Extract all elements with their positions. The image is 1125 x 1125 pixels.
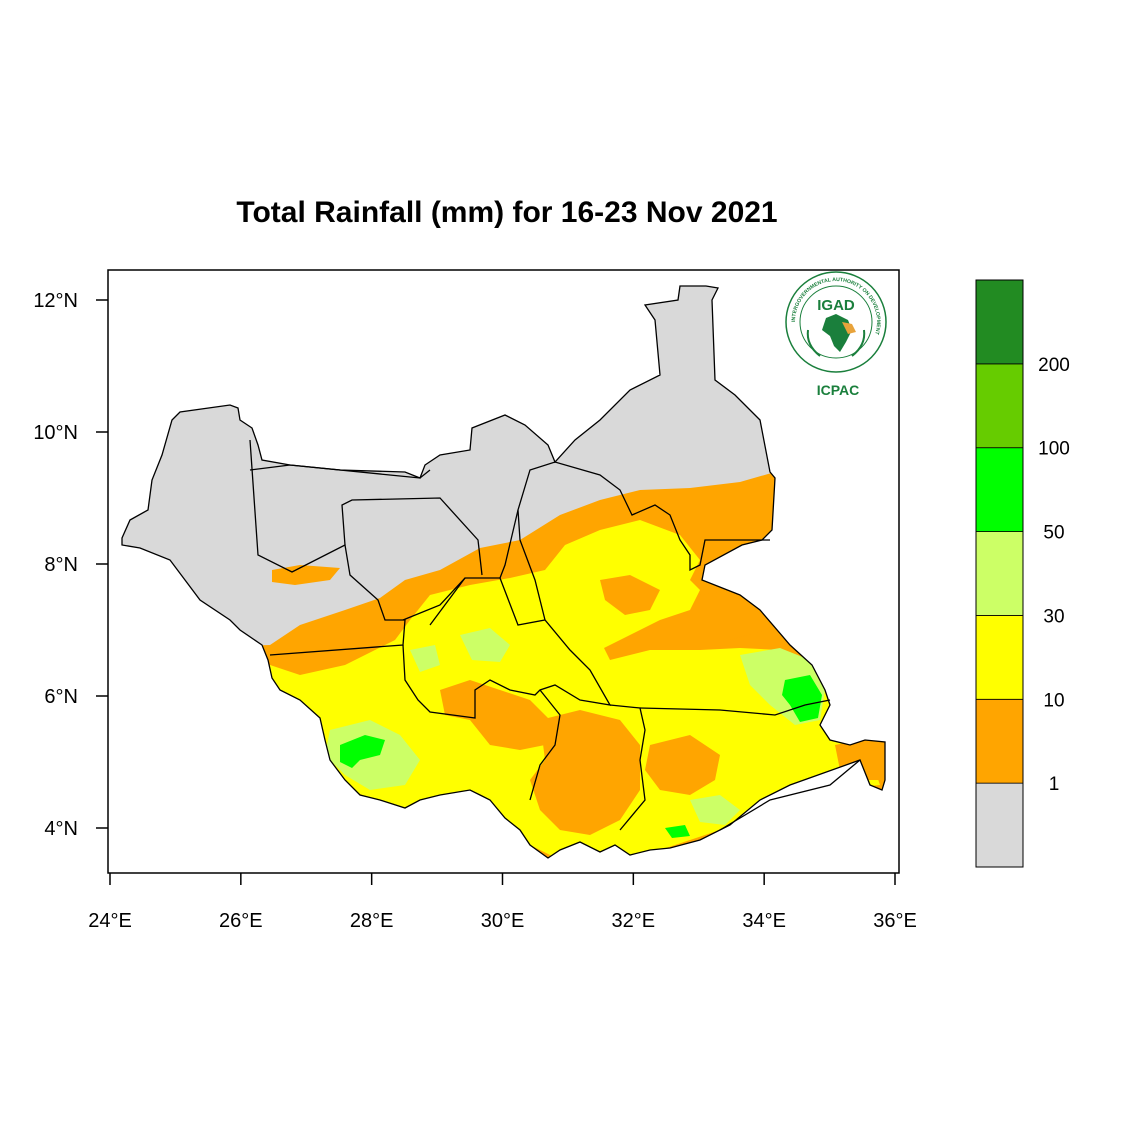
state-border [517,461,770,621]
legend-swatch [975,363,1024,449]
lat-tick-label: 12°N [33,290,78,312]
horn-of-africa-icon [842,322,856,334]
legend-label: 1 [1049,774,1060,795]
state-border [609,704,646,831]
lon-tick-label: 36°E [873,910,917,932]
lon-tick-label: 26°E [219,910,263,932]
state-border [499,509,519,579]
rain-zone-50-100 [340,735,385,768]
lon-tick-label: 24°E [88,910,132,932]
rain-zone-50-100 [782,675,822,722]
rain-zone-30-50 [690,795,740,825]
legend-swatch [975,698,1024,784]
rain-zone-30-50 [410,645,440,672]
legend-label: 50 [1043,523,1064,544]
legend-label: 100 [1038,439,1070,460]
latitude-axis: 4°N 6°N 8°N 10°N 12°N [33,290,108,840]
lon-tick-label: 32°E [612,910,656,932]
laurel-right-icon [851,329,866,357]
logo-bottom-text: ICPAC [817,382,860,398]
map-title: Total Rainfall (mm) for 16-23 Nov 2021 [236,196,777,229]
rain-zone-30-50 [460,628,510,662]
legend-label: 10 [1043,690,1064,711]
state-border [719,759,861,831]
lat-tick-label: 4°N [44,818,78,840]
state-border [341,497,483,576]
rain-zone-1-10 [440,680,550,750]
longitude-axis: 24°E 26°E 28°E 30°E 32°E 34°E 36°E [88,873,917,932]
legend-swatch [975,279,1024,365]
rain-zone-1-10 [530,710,640,835]
legend-swatch [975,615,1024,700]
country-border [121,285,886,859]
lon-tick-label: 30°E [481,910,525,932]
legend-frame [975,279,1024,868]
state-border [249,464,431,479]
lon-tick-label: 28°E [350,910,394,932]
state-borders [249,439,861,831]
lat-tick-label: 10°N [33,422,78,444]
legend-swatch [975,447,1024,532]
logo-inner-ring [799,285,873,359]
rain-zone-1-10 [600,575,660,615]
legend-label: 200 [1038,355,1070,376]
state-border [639,699,831,716]
laurel-left-icon [806,329,821,357]
rain-zone-50-100 [665,825,690,838]
rainfall-legend: 1 10 30 50 100 200 [975,279,1070,868]
state-border [402,577,612,719]
legend-label: 30 [1043,606,1064,627]
lat-tick-label: 6°N [44,686,78,708]
igad-icpac-logo: INTERGOVERNMENTAL AUTHORITY ON DEVELOPME… [785,271,887,398]
state-border [249,439,406,656]
state-border [429,577,466,626]
logo-top-text: IGAD [817,297,855,314]
lat-tick-label: 8°N [44,554,78,576]
legend-swatch [975,782,1024,868]
state-border [529,689,561,801]
lon-tick-label: 34°E [742,910,786,932]
rain-zone-1-10 [645,735,720,795]
legend-swatch [975,531,1024,616]
